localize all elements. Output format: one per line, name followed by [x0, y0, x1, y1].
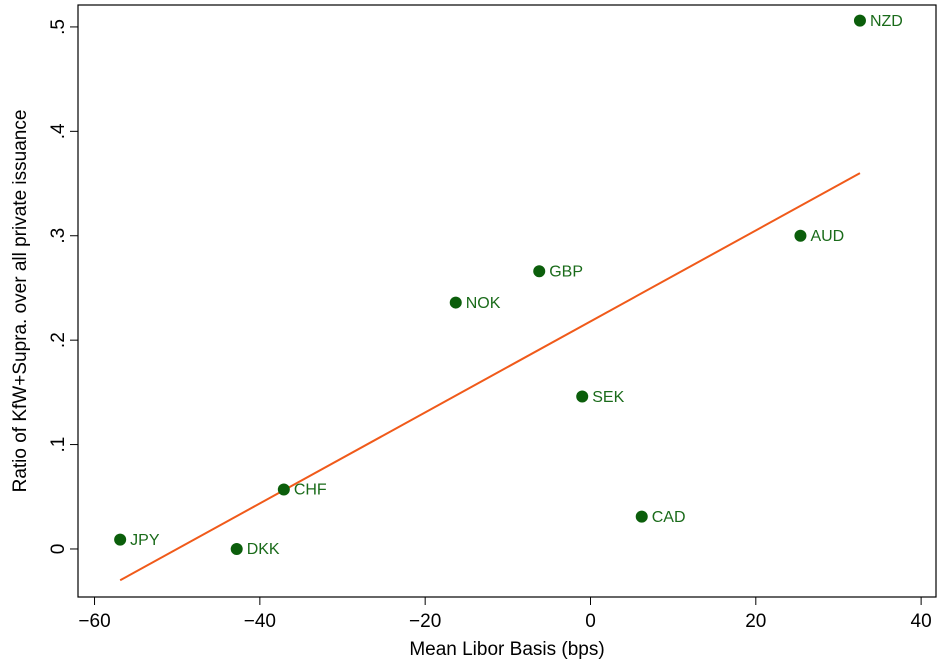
- point: [533, 265, 546, 278]
- plot-frame: [77, 4, 937, 598]
- point: [635, 510, 648, 523]
- point-label: JPY: [130, 532, 160, 549]
- y-tick-label: .4: [48, 123, 69, 139]
- point-label: CAD: [652, 509, 686, 526]
- point-label: CHF: [294, 482, 327, 499]
- point-label: SEK: [592, 389, 624, 406]
- y-tick-label: 0: [48, 544, 69, 555]
- x-tick-label: 20: [745, 611, 766, 632]
- point: [794, 229, 807, 242]
- y-tick-label: .1: [48, 437, 69, 453]
- point: [853, 14, 866, 27]
- point-label: NOK: [466, 295, 501, 312]
- x-tick-label: −20: [409, 611, 441, 632]
- y-tick-label: .3: [48, 228, 69, 244]
- point-label: AUD: [810, 228, 844, 245]
- x-tick-label: 40: [911, 611, 932, 632]
- y-tick-label: .5: [48, 19, 69, 35]
- fit-line: [119, 172, 861, 582]
- x-tick-label: −40: [244, 611, 276, 632]
- point: [230, 542, 243, 555]
- point: [576, 390, 589, 403]
- x-tick-label: 0: [585, 611, 596, 632]
- x-tick-label: −60: [78, 611, 110, 632]
- x-axis-label: Mean Libor Basis (bps): [409, 639, 604, 660]
- point: [114, 533, 127, 546]
- point: [449, 296, 462, 309]
- y-axis-label: Ratio of KfW+Supra. over all private iss…: [10, 110, 31, 493]
- point: [277, 483, 290, 496]
- point-label: DKK: [247, 541, 280, 558]
- point-label: GBP: [549, 263, 583, 280]
- point-label: NZD: [870, 13, 903, 30]
- y-tick-label: .2: [48, 332, 69, 348]
